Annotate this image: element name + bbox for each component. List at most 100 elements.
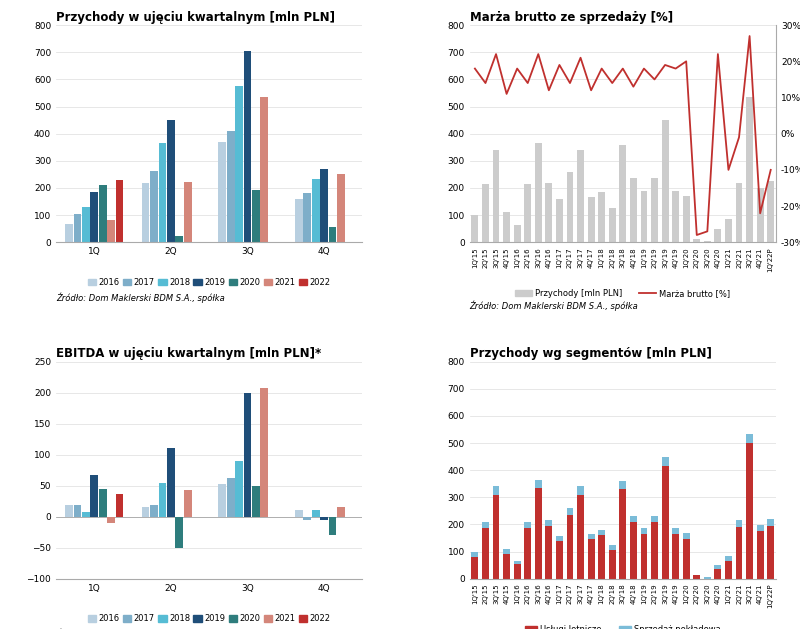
Bar (482, 521, 489, 528)
Bar (672, 191, 679, 242)
Bar (588, 535, 594, 539)
Bar (90, 192, 98, 242)
Bar (116, 494, 123, 516)
Bar (329, 516, 336, 535)
Bar (235, 461, 243, 516)
Bar (746, 443, 753, 579)
Bar (535, 487, 542, 579)
Bar (524, 521, 531, 528)
Bar (337, 174, 345, 242)
Bar (503, 554, 510, 579)
Bar (226, 477, 234, 516)
Bar (746, 97, 753, 242)
Legend: 2016, 2017, 2018, 2019, 2020, 2021, 2022: 2016, 2017, 2018, 2019, 2020, 2021, 2022 (84, 611, 334, 626)
Bar (588, 198, 594, 242)
Bar (630, 521, 637, 579)
Bar (630, 179, 637, 242)
Bar (651, 179, 658, 242)
Text: Źródło: Dom Maklerski BDM S.A., spółka: Źródło: Dom Maklerski BDM S.A., spółka (470, 301, 638, 311)
Bar (609, 550, 616, 579)
Bar (261, 388, 268, 516)
Bar (535, 143, 542, 242)
Text: Przychody w ujęciu kwartalnym [mln PLN]: Przychody w ujęciu kwartalnym [mln PLN] (56, 11, 335, 24)
Bar (320, 516, 328, 520)
Bar (337, 508, 345, 516)
Bar (641, 534, 647, 579)
Bar (82, 207, 90, 242)
Bar (226, 131, 234, 242)
Bar (714, 569, 722, 579)
Bar (303, 516, 311, 520)
Bar (556, 536, 563, 541)
Bar (619, 481, 626, 489)
Bar (767, 526, 774, 579)
Bar (672, 534, 679, 579)
Bar (503, 549, 510, 554)
Bar (167, 120, 174, 242)
Bar (704, 241, 710, 242)
Bar (107, 516, 115, 523)
Bar (244, 392, 251, 516)
Bar (682, 196, 690, 242)
Bar (218, 142, 226, 242)
Bar (577, 486, 584, 494)
Bar (598, 535, 605, 579)
Bar (757, 532, 763, 579)
Bar (218, 484, 226, 516)
Bar (535, 480, 542, 487)
Bar (303, 193, 311, 242)
Bar (175, 516, 183, 548)
Bar (725, 556, 732, 561)
Bar (503, 213, 510, 242)
Bar (609, 545, 616, 550)
Bar (116, 181, 123, 242)
Bar (662, 120, 669, 242)
Bar (471, 552, 478, 557)
Bar (735, 182, 742, 242)
Bar (735, 520, 742, 527)
Bar (566, 508, 574, 515)
Bar (619, 489, 626, 579)
Text: Przychody wg segmentów [mln PLN]: Przychody wg segmentów [mln PLN] (470, 347, 711, 360)
Bar (641, 191, 647, 242)
Bar (493, 150, 499, 242)
Bar (577, 150, 584, 242)
Bar (725, 219, 732, 242)
Bar (150, 505, 158, 516)
Bar (252, 190, 260, 242)
Bar (107, 220, 115, 242)
Bar (757, 188, 763, 242)
Legend: 2016, 2017, 2018, 2019, 2020, 2021, 2022: 2016, 2017, 2018, 2019, 2020, 2021, 2022 (84, 275, 334, 290)
Bar (514, 225, 521, 242)
Bar (184, 182, 192, 242)
Bar (65, 506, 73, 516)
Bar (471, 215, 478, 242)
Bar (546, 526, 552, 579)
Bar (566, 515, 574, 579)
Bar (514, 564, 521, 579)
Bar (746, 433, 753, 443)
Bar (482, 528, 489, 579)
Bar (619, 145, 626, 242)
Bar (295, 199, 302, 242)
Bar (672, 528, 679, 534)
Bar (150, 171, 158, 242)
Bar (524, 528, 531, 579)
Bar (682, 533, 690, 539)
Bar (556, 199, 563, 242)
Bar (682, 539, 690, 579)
Bar (546, 520, 552, 526)
Bar (99, 186, 106, 242)
Bar (598, 530, 605, 535)
Bar (158, 482, 166, 516)
Bar (90, 475, 98, 516)
Bar (244, 51, 251, 242)
Bar (74, 506, 82, 516)
Bar (767, 519, 774, 526)
Text: Marża brutto ze sprzedaży [%]: Marża brutto ze sprzedaży [%] (470, 11, 673, 24)
Bar (482, 184, 489, 242)
Bar (566, 172, 574, 242)
Text: EBITDA w ujęciu kwartalnym [mln PLN]*: EBITDA w ujęciu kwartalnym [mln PLN]* (56, 347, 322, 360)
Bar (641, 528, 647, 534)
Bar (312, 511, 319, 516)
